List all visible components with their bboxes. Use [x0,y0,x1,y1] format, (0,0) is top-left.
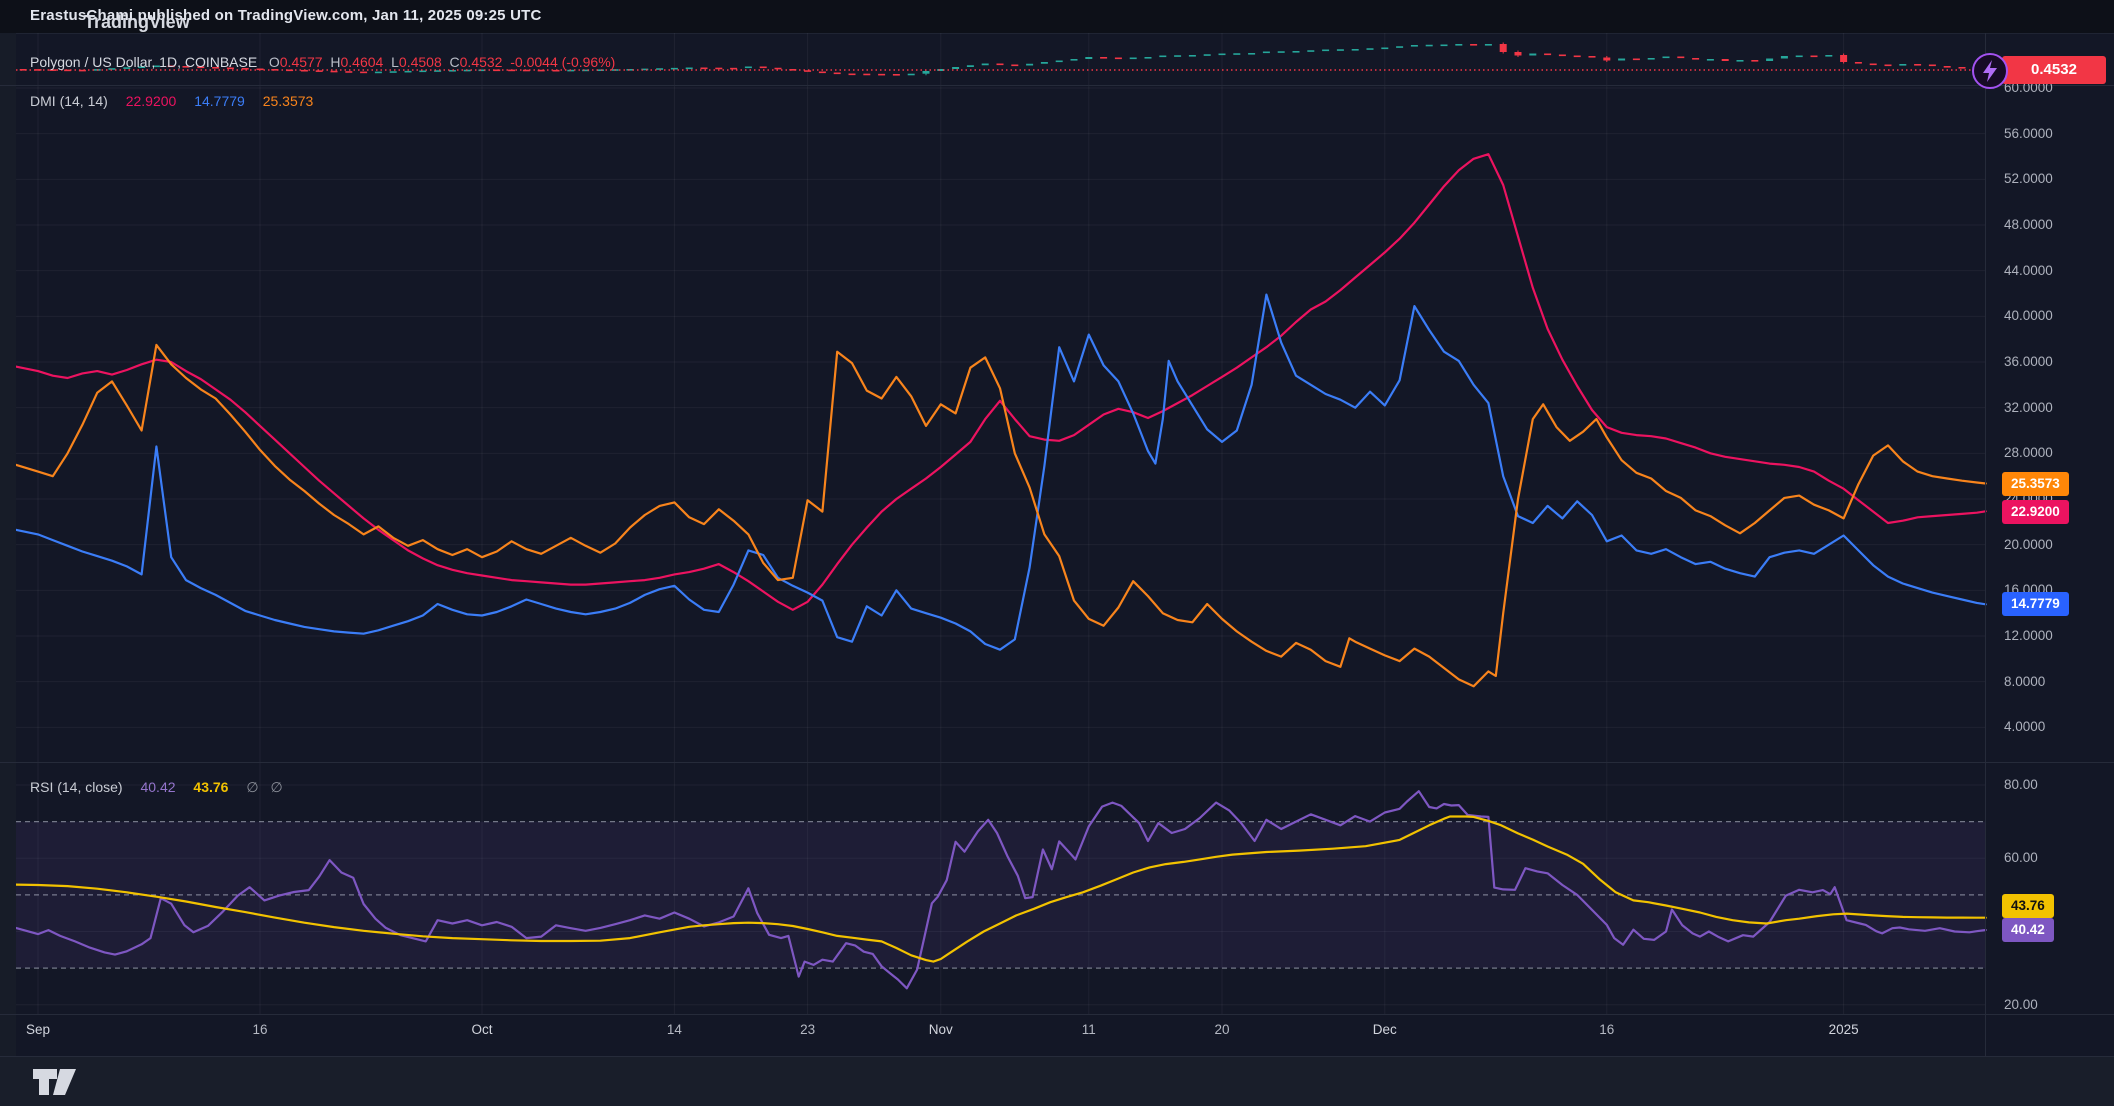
time-axis-label-20[interactable]: 20 [1214,1022,1230,1037]
time-axis-label-14[interactable]: 14 [666,1022,682,1037]
axis-tick-label: 20.00 [2004,996,2038,1012]
indicator-value-badge[interactable]: 14.7779 [2002,592,2069,616]
pane-separator [0,1056,2114,1057]
axis-tick-label: 52.0000 [2004,171,2053,187]
attribution-bar [0,0,2114,34]
pane-separator[interactable] [0,762,2114,763]
flash-boost-icon[interactable] [1972,53,2008,89]
pane-separator [0,1014,2114,1015]
time-axis-label-2025[interactable]: 2025 [1828,1022,1859,1037]
axis-tick-label: 28.0000 [2004,445,2053,461]
axis-tick-label: 44.0000 [2004,262,2053,278]
dmi-name[interactable]: DMI [30,93,56,109]
dmi-plusdi-value: 14.7779 [194,93,245,109]
ohlc-high-label: H [330,54,341,70]
rsi-empty-icon: ∅ [270,779,283,795]
dmi-adx-value: 22.9200 [125,93,177,109]
indicator-value-badge[interactable]: 40.42 [2002,918,2054,942]
symbol-legend[interactable]: Polygon / US Dollar, 1D, COINBASE O0.457… [30,54,615,70]
axis-tick-label: 36.0000 [2004,354,2053,369]
axis-tick-label: 8.0000 [2004,673,2046,689]
axis-tick-label: 4.0000 [2004,719,2046,735]
rsi-value: 40.42 [140,779,176,795]
price-scale[interactable]: 60.0000 56.0000 52.0000 48.0000 44.0000 40.00… [1985,33,2114,1057]
dmi-legend[interactable]: DMI (14, 14) 22.9200 14.7779 25.3573 [30,93,313,109]
tradingview-brand-text[interactable]: TradingView [84,12,190,32]
time-axis-label-sep[interactable]: Sep [25,1022,51,1037]
time-axis-label-23[interactable]: 23 [800,1022,816,1037]
axis-tick-label: 32.0000 [2004,399,2053,415]
rsi-legend[interactable]: RSI (14, close) 40.42 43.76 ∅ ∅ [30,779,283,796]
time-axis-label-16[interactable]: 16 [252,1022,268,1037]
attribution-text: ErastusChami published on TradingView.co… [30,7,542,24]
rsi-empty-icon: ∅ [246,779,259,795]
time-axis-label-11[interactable]: 11 [1081,1022,1096,1037]
pane-separator[interactable] [0,85,2114,86]
indicator-value-badge[interactable]: 22.9200 [2002,500,2069,524]
rsi-name[interactable]: RSI [30,779,54,795]
time-axis-label-16[interactable]: 16 [1599,1022,1615,1037]
footer-bar [0,1057,2114,1106]
indicator-value-badge[interactable]: 25.3573 [2002,472,2069,496]
time-axis-label-dec[interactable]: Dec [1372,1022,1397,1037]
rsi-ma-value: 43.76 [193,779,229,795]
ohlc-open-label: O [268,54,280,70]
dmi-minusdi-value: 25.3573 [262,93,314,109]
ohlc-low-label: L [391,54,399,70]
axis-tick-label: 60.00 [2004,850,2038,866]
axis-tick-label: 80.00 [2004,777,2038,792]
axis-tick-label: 48.0000 [2004,217,2053,232]
left-gutter [0,33,16,1057]
indicator-value-badge[interactable]: 43.76 [2002,894,2054,918]
axis-tick-label: 56.0000 [2004,125,2053,141]
ohlc-change: -0.0044 (-0.96%) [510,54,616,70]
ohlc-high-value: 0.4604 [340,54,384,70]
axis-tick-label: 20.0000 [2004,536,2053,552]
dmi-params: (14, 14) [59,93,108,109]
ohlc-close-value: 0.4532 [459,54,503,70]
axis-tick-label: 40.0000 [2004,308,2053,324]
rsi-params: (14, close) [57,779,123,795]
ohlc-low-value: 0.4508 [398,54,442,70]
symbol-title[interactable]: Polygon / US Dollar, 1D, COINBASE [30,54,258,70]
last-price-badge[interactable]: 0.4532 [2002,56,2106,84]
tradingview-logo-icon[interactable] [32,1068,78,1096]
time-axis-label-nov[interactable]: Nov [928,1022,953,1037]
axis-tick-label: 12.0000 [2004,628,2053,644]
ohlc-open-value: 0.4577 [279,54,323,70]
ohlc-close-label: C [449,54,460,70]
time-axis-label-oct[interactable]: Oct [471,1022,493,1037]
